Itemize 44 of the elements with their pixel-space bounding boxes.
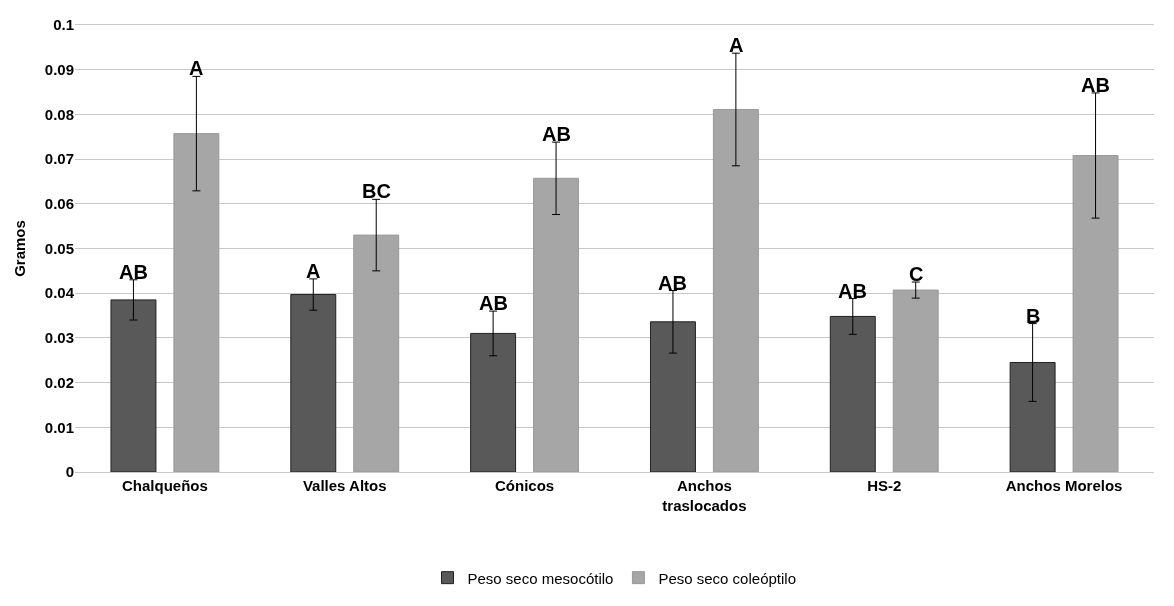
data-label: A bbox=[189, 57, 204, 79]
bar bbox=[290, 294, 337, 472]
y-tick-label: 0.07 bbox=[44, 150, 74, 168]
bar bbox=[712, 108, 759, 472]
legend-label: Peso seco coleóptilo bbox=[658, 569, 796, 587]
data-label: A bbox=[306, 260, 321, 282]
x-tick-label: Cónicos bbox=[494, 477, 555, 494]
data-label: BC bbox=[362, 180, 391, 202]
x-tick-label: Chalqueños bbox=[122, 477, 208, 494]
bar bbox=[1072, 155, 1119, 472]
y-tick-label: 0.1 bbox=[53, 16, 74, 34]
data-label: A bbox=[729, 34, 744, 56]
y-tick-label: 0.02 bbox=[44, 373, 74, 391]
y-axis-title: Gramos bbox=[11, 220, 29, 277]
legend-label: Peso seco mesocótilo bbox=[467, 569, 614, 587]
y-tick-label: 0.04 bbox=[44, 284, 75, 302]
data-label: AB bbox=[658, 272, 687, 294]
data-label: AB bbox=[479, 292, 508, 314]
bar bbox=[470, 332, 517, 472]
data-label: AB bbox=[838, 280, 867, 302]
bar bbox=[649, 321, 696, 472]
y-tick-label: 0.08 bbox=[44, 105, 74, 123]
x-tick-label: Anchos traslocados bbox=[662, 477, 747, 514]
x-tick-label: Valles Altos bbox=[302, 477, 387, 494]
y-tick-label: 0.03 bbox=[44, 329, 74, 347]
bar bbox=[533, 177, 580, 472]
y-tick-label: 0 bbox=[65, 463, 74, 481]
bar bbox=[1009, 361, 1056, 472]
bar bbox=[353, 234, 400, 472]
y-tick-label: 0.05 bbox=[44, 239, 74, 257]
bar bbox=[892, 289, 939, 472]
y-tick-label: 0.06 bbox=[44, 195, 74, 213]
data-label: B bbox=[1026, 305, 1041, 327]
x-tick-label: Anchos Morelos bbox=[1005, 477, 1123, 494]
bar bbox=[829, 315, 876, 472]
data-label: C bbox=[909, 263, 924, 285]
data-label: AB bbox=[119, 261, 148, 283]
data-label: AB bbox=[542, 123, 571, 145]
data-label: AB bbox=[1081, 74, 1110, 96]
x-tick-label: HS-2 bbox=[867, 477, 902, 494]
y-tick-label: 0.09 bbox=[44, 60, 74, 78]
bar bbox=[173, 133, 220, 472]
bar bbox=[110, 299, 157, 472]
y-tick-label: 0.01 bbox=[44, 418, 74, 436]
